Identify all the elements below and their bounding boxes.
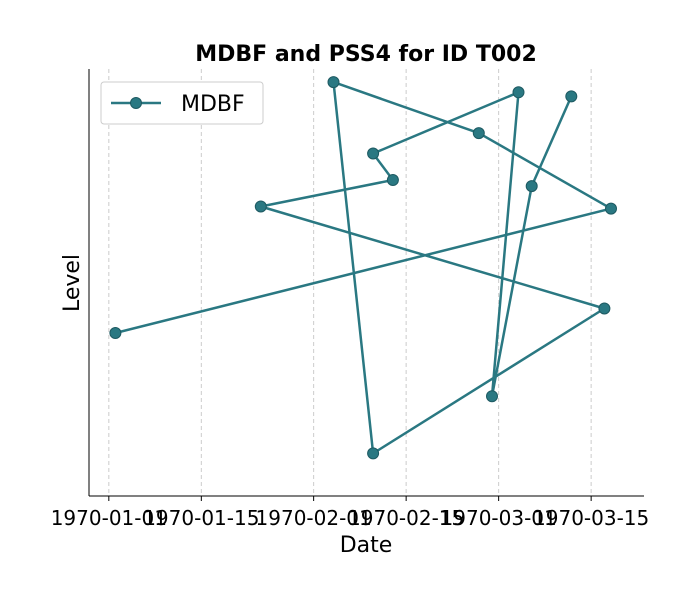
chart-title: MDBF and PSS4 for ID T002 [195, 42, 537, 67]
data-point [367, 447, 380, 460]
data-point [605, 202, 617, 215]
x-ticks: 1970-01-011970-01-151970-02-011970-02-15… [51, 496, 649, 530]
data-point [512, 86, 525, 99]
x-tick-label: 1970-02-15 [348, 506, 464, 530]
x-axis-label: Date [340, 533, 393, 558]
data-point [486, 390, 498, 403]
x-tick-label: 1970-03-01 [441, 506, 557, 530]
x-tick-label: 1970-01-01 [51, 506, 167, 530]
data-point [525, 180, 538, 193]
data-point [327, 76, 340, 89]
series-layer [109, 76, 617, 460]
x-tick-label: 1970-03-15 [533, 506, 649, 530]
x-tick-label: 1970-01-15 [143, 506, 259, 530]
legend-marker [130, 97, 142, 109]
data-point [472, 127, 485, 140]
y-axis-label: Level [60, 254, 85, 312]
legend: MDBF [100, 81, 264, 125]
x-tick-label: 1970-02-01 [256, 506, 372, 530]
data-point [386, 174, 399, 186]
series-line-mdbf [115, 80, 613, 455]
data-point [565, 90, 578, 103]
data-point [367, 147, 380, 160]
legend-box [100, 81, 264, 125]
data-point [598, 302, 611, 315]
data-point [109, 327, 122, 339]
legend-label-mdbf: MDBF [181, 92, 245, 117]
data-point [254, 200, 267, 213]
